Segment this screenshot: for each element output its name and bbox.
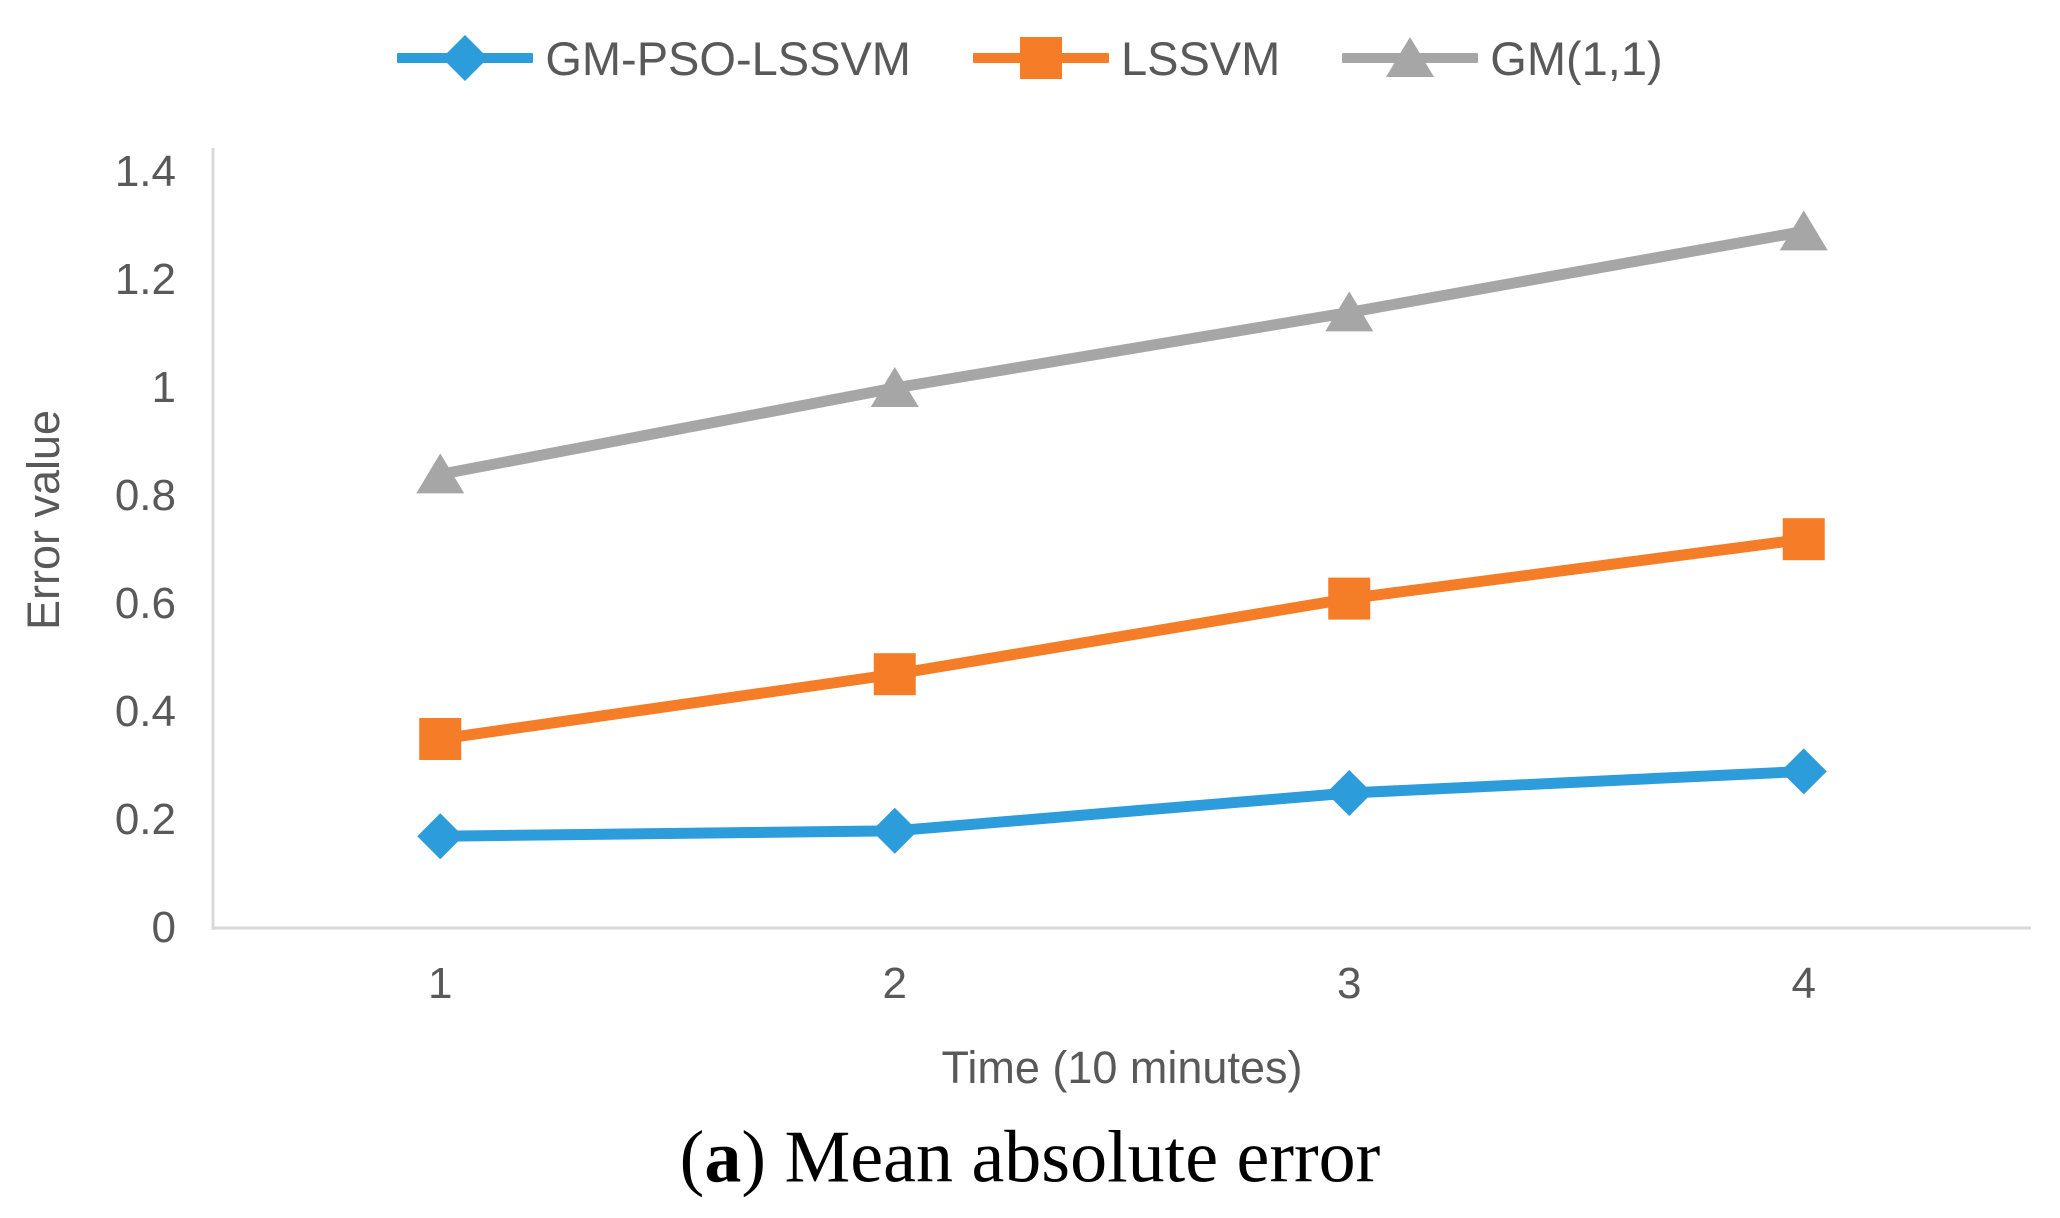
legend-label: GM(1,1) [1490, 31, 1663, 85]
square-marker-icon [972, 37, 1109, 79]
chart-legend: GM-PSO-LSSVM LSSVM GM(1,1) [0, 30, 2060, 86]
legend-label: GM-PSO-LSSVM [545, 31, 911, 85]
triangle-marker-icon [1342, 37, 1479, 77]
y-tick-label: 1.2 [114, 255, 176, 304]
legend-item-gm11: GM(1,1) [1342, 30, 1663, 86]
x-tick-label: 2 [882, 959, 907, 1008]
diamond-marker-icon [397, 35, 534, 81]
y-tick-label: 0.6 [114, 579, 176, 628]
y-tick-label: 1 [151, 363, 176, 412]
x-tick-label: 3 [1337, 959, 1362, 1008]
y-tick-label: 0.4 [114, 687, 176, 736]
legend-item-gm-pso-lssvm: GM-PSO-LSSVM [397, 30, 911, 86]
caption-paren: ( [679, 1116, 705, 1199]
y-tick-label: 0 [151, 903, 176, 952]
legend-label: LSSVM [1120, 31, 1281, 85]
y-tick-label: 0.8 [114, 471, 176, 520]
x-tick-label: 4 [1791, 959, 1816, 1008]
caption-letter: a [704, 1116, 742, 1199]
y-tick-label: 0.2 [114, 795, 176, 844]
x-tick-label: 1 [428, 959, 453, 1008]
caption-text: ) Mean absolute error [741, 1116, 1381, 1199]
figure-caption: (a) Mean absolute error [680, 1116, 1381, 1201]
y-tick-label: 1.4 [114, 147, 176, 196]
legend-item-lssvm: LSSVM [972, 30, 1281, 86]
x-axis-title: Time (10 minutes) [941, 1042, 1303, 1093]
